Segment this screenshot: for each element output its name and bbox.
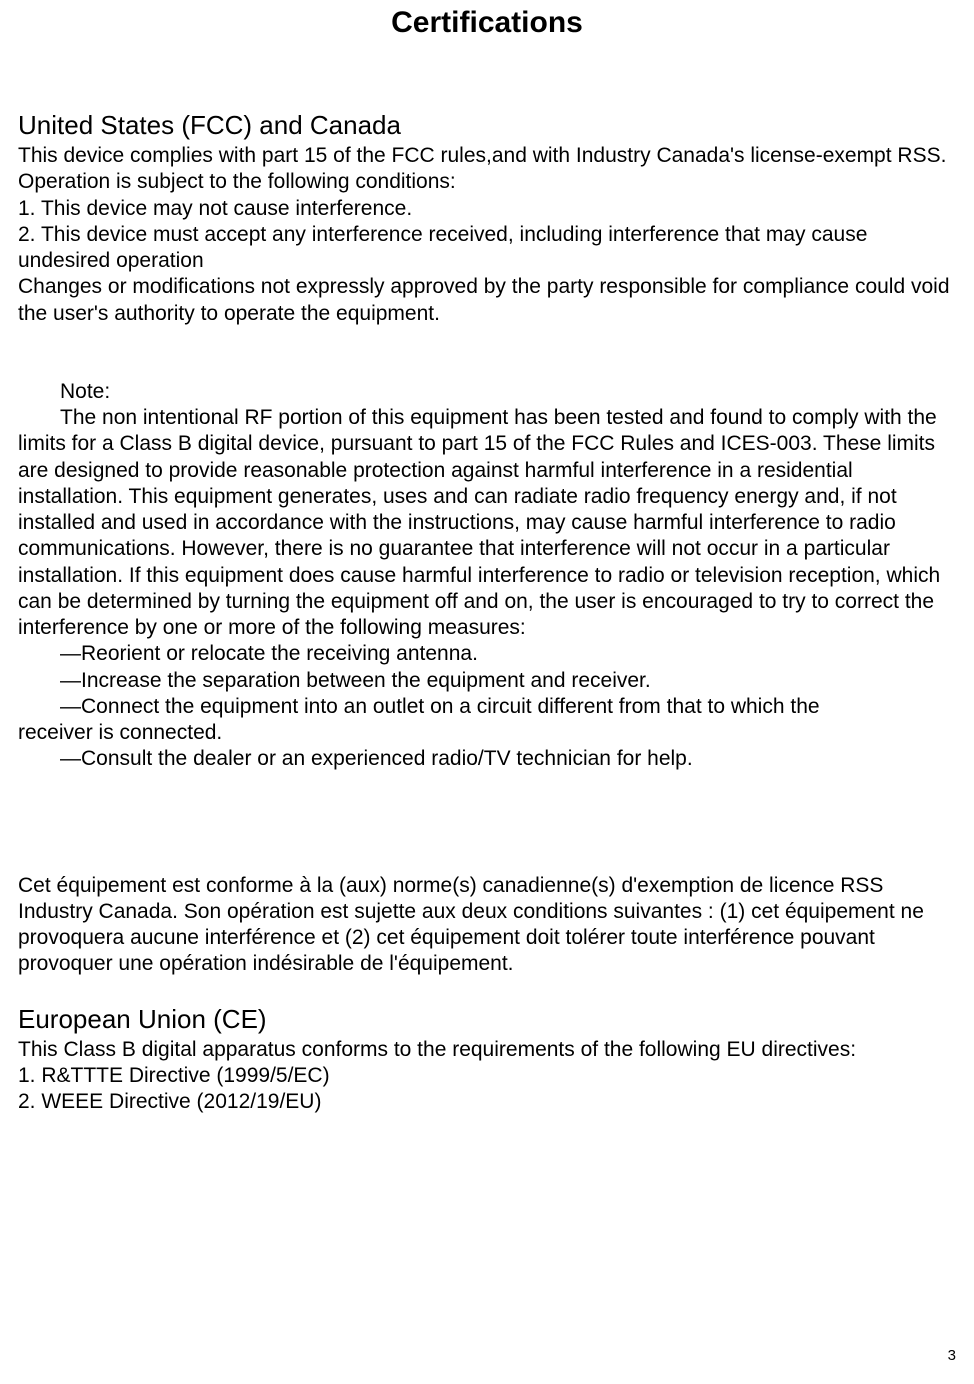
note-intro: The non intentional RF portion of this e… bbox=[18, 405, 859, 431]
fcc-condition-1: 1. This device may not cause interferenc… bbox=[18, 196, 956, 222]
eu-directive-2: 2. WEEE Directive (2012/19/EU) bbox=[18, 1089, 956, 1115]
note-measure-4: —Consult the dealer or an experienced ra… bbox=[18, 746, 956, 772]
note-label: Note: bbox=[18, 379, 956, 405]
fcc-paragraph-2: Changes or modifications not expressly a… bbox=[18, 274, 956, 327]
note-measure-2: —Increase the separation between the equ… bbox=[18, 668, 956, 694]
page-title: Certifications bbox=[18, 0, 956, 110]
french-paragraph: Cet équipement est conforme à la (aux) n… bbox=[18, 873, 956, 978]
eu-paragraph-1: This Class B digital apparatus conforms … bbox=[18, 1037, 956, 1063]
note-measure-1: —Reorient or relocate the receiving ante… bbox=[18, 641, 956, 667]
page-number: 3 bbox=[948, 1347, 956, 1364]
section-heading-eu: European Union (CE) bbox=[18, 1004, 956, 1035]
section-heading-fcc: United States (FCC) and Canada bbox=[18, 110, 956, 141]
note-measure-3b: receiver is connected. bbox=[18, 720, 956, 746]
note-body: with the limits for a Class B digital de… bbox=[18, 406, 940, 639]
eu-directive-1: 1. R&TTTE Directive (1999/5/EC) bbox=[18, 1063, 956, 1089]
fcc-condition-2: 2. This device must accept any interfere… bbox=[18, 222, 956, 275]
note-measure-3a: —Connect the equipment into an outlet on… bbox=[18, 694, 956, 720]
fcc-paragraph-1: This device complies with part 15 of the… bbox=[18, 143, 956, 196]
